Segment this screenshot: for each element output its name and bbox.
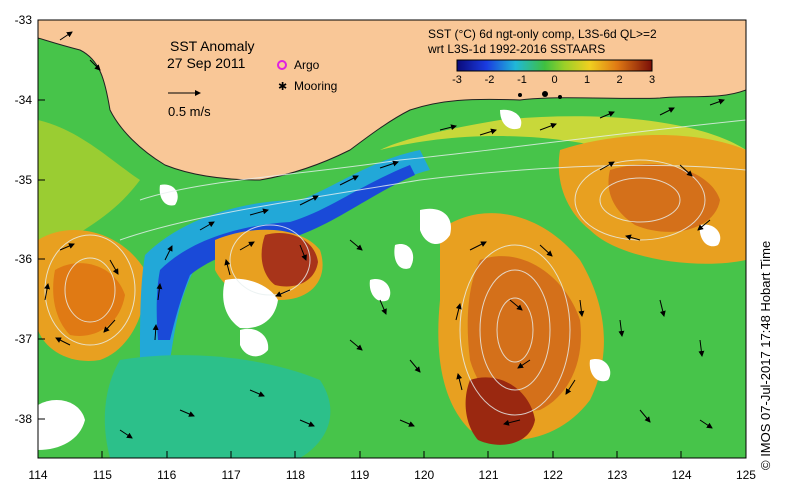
lat-tick-label: -34 <box>14 93 32 107</box>
warm-eddy-central-core <box>261 233 318 287</box>
lon-tick-label: 115 <box>92 468 112 482</box>
colorbar-tick-label: -3 <box>452 74 462 86</box>
lon-tick-label: 122 <box>542 468 563 482</box>
cloud-gaps <box>38 109 721 450</box>
lon-tick-label: 123 <box>607 468 628 482</box>
lon-tick-label: 124 <box>671 468 692 482</box>
warm-eddy-east-core <box>467 256 581 411</box>
lat-tick-label: -35 <box>14 173 32 187</box>
argo-label: Argo <box>294 58 320 72</box>
colorbar-tick-label: -1 <box>517 74 527 86</box>
warm-eddy-west-core <box>53 263 125 336</box>
colorbar <box>456 59 653 72</box>
ssh-contours <box>44 119 746 416</box>
axis-ticks <box>37 19 747 458</box>
velocity-vectors <box>44 31 725 439</box>
colorbar-tick-label: -2 <box>484 74 495 86</box>
plot-border <box>37 19 747 459</box>
colorbar-tick-label: 2 <box>616 74 623 86</box>
map-date: 27 Sep 2011 <box>167 55 246 71</box>
lat-tick-label: -33 <box>14 13 32 27</box>
lon-tick-label: 125 <box>735 468 756 482</box>
scale-label: 0.5 m/s <box>168 104 211 119</box>
cold-current-core <box>156 165 416 340</box>
lon-tick-label: 116 <box>157 468 177 482</box>
lon-tick-label: 117 <box>221 468 241 482</box>
colorbar-title-line1: SST (°C) 6d ngt-only comp, L3S-6d QL>=2 <box>428 27 657 41</box>
lon-tick-label: 119 <box>350 468 370 482</box>
argo-marker <box>277 60 287 70</box>
lon-tick-label: 121 <box>478 468 499 482</box>
warm-eddy-northeast-core <box>608 164 720 232</box>
lat-tick-label: -37 <box>14 332 32 346</box>
credit-text: © IMOS 07-Jul-2017 17:48 Hobart Time <box>758 240 773 470</box>
lon-tick-label: 120 <box>414 468 435 482</box>
map-title: SST Anomaly <box>170 38 255 54</box>
warm-eddy-east-hot <box>465 377 535 445</box>
lon-tick-label: 118 <box>285 468 305 482</box>
colorbar-title-line2: wrt L3S-1d 1992-2016 SSTAARS <box>428 42 606 56</box>
colorbar-tick-label: 3 <box>648 74 656 86</box>
lon-tick-label: 114 <box>28 468 48 482</box>
colorbar-tick-label: 0 <box>551 74 558 86</box>
colorbar-tick-label: 1 <box>583 74 591 86</box>
sst-field <box>38 20 746 458</box>
lat-tick-label: -36 <box>14 252 32 266</box>
sst-patch <box>38 120 140 260</box>
lat-tick-label: -38 <box>14 412 32 426</box>
mooring-markers <box>518 91 562 99</box>
sst-patch-south <box>104 355 331 458</box>
mooring-label: Mooring <box>294 79 338 93</box>
mooring-marker: ✱ <box>278 81 287 93</box>
